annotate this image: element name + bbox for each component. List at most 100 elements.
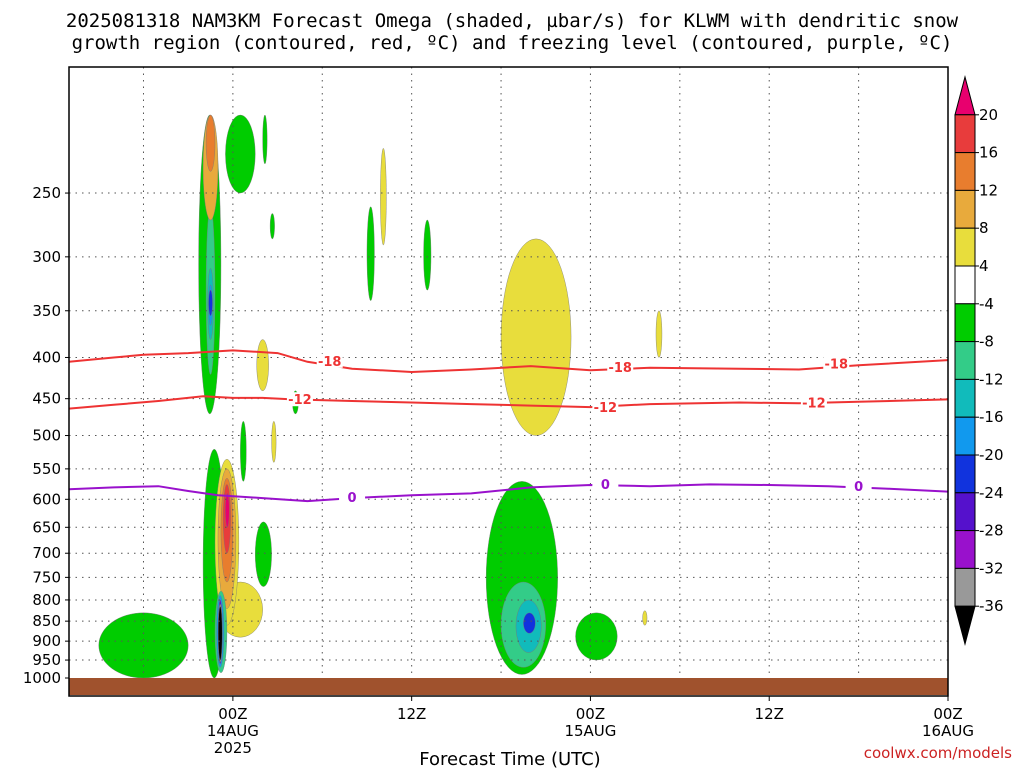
contour-label-bg — [592, 399, 619, 414]
colorbar-swatch — [954, 341, 976, 380]
omega-area — [262, 114, 268, 165]
chart-title-line-1: 2025081318 NAM3KM Forecast Omega (shaded… — [65, 10, 959, 32]
colorbar-swatch — [954, 114, 976, 154]
colorbar-label: 8 — [979, 219, 989, 237]
colorbar-swatch — [954, 378, 976, 418]
ground-surface — [69, 678, 948, 695]
colorbar-label: -36 — [979, 597, 1004, 615]
chart-title-line-2: growth region (contoured, red, ºC) and f… — [71, 32, 953, 54]
colorbar-label: -20 — [979, 446, 1004, 464]
y-tick-label: 500 — [32, 427, 61, 445]
colorbar-label: -8 — [979, 333, 994, 351]
omega-area — [380, 148, 387, 246]
colorbar-label: 16 — [979, 144, 998, 162]
omega-area — [225, 114, 256, 194]
colorbar-swatch — [954, 567, 976, 607]
y-tick-label: 350 — [32, 302, 61, 320]
contour-label: 0 — [854, 480, 863, 495]
omega-area — [225, 493, 230, 528]
omega-area — [255, 521, 272, 587]
contour-label-bg — [592, 477, 619, 492]
contour-label: -12 — [594, 401, 618, 416]
omega-area — [575, 612, 618, 661]
omega-area — [642, 610, 648, 626]
x-tick-label: 2025 — [214, 739, 252, 757]
colorbar-swatch — [954, 492, 976, 532]
colorbar-arrow-top — [954, 75, 976, 116]
x-tick-label: 00Z — [576, 705, 605, 723]
colorbar-swatch — [954, 530, 976, 569]
contour-label-bg — [845, 478, 872, 493]
colorbar-label: -28 — [979, 522, 1004, 540]
y-tick-label: 550 — [32, 460, 61, 478]
y-tick-label: 1000 — [23, 669, 61, 687]
contour-layer: -18 -18 -18 -12 -12 -12 0 0 0 — [69, 349, 948, 506]
omega-area — [208, 289, 213, 316]
x-tick-label: 16AUG — [922, 722, 974, 740]
contour--12 — [69, 395, 948, 410]
colorbar-swatch — [954, 189, 976, 229]
omega-area — [423, 219, 432, 291]
omega-area — [256, 339, 269, 392]
colorbar-label: 12 — [979, 181, 998, 199]
plot-frame — [68, 66, 949, 697]
contour-label-bg — [316, 353, 343, 368]
y-tick-label: 850 — [32, 612, 61, 630]
contour-label-bg — [286, 392, 313, 407]
y-tick-label: 300 — [32, 248, 61, 266]
x-tick-label: 12Z — [397, 705, 426, 723]
y-tick-label: 250 — [32, 184, 61, 202]
contour--18 — [69, 349, 948, 374]
contour-label-bg — [800, 395, 827, 410]
contour-label: -18 — [825, 357, 849, 372]
colorbar-swatch — [954, 303, 976, 343]
colorbar: 20 16 12 8 4 -4 -8 -12 -16 -20 -24 -28 -32 -36 — [954, 75, 1004, 646]
contour-label: 0 — [348, 491, 357, 506]
y-tick-label: 650 — [32, 518, 61, 536]
omega-area — [205, 114, 216, 172]
omega-area — [655, 310, 663, 358]
contour-label: -18 — [608, 361, 632, 376]
y-tick-label: 600 — [32, 490, 61, 508]
colorbar-label: -4 — [979, 295, 994, 313]
omega-area — [269, 213, 275, 240]
colorbar-swatch — [954, 227, 976, 267]
colorbar-swatch — [954, 454, 976, 494]
omega-area — [500, 238, 572, 436]
colorbar-label: 20 — [979, 106, 998, 124]
x-tick-label: 15AUG — [564, 722, 616, 740]
y-tick-label: 750 — [32, 568, 61, 586]
y-tick-label: 700 — [32, 544, 61, 562]
colorbar-swatch — [954, 152, 976, 191]
colorbar-swatch — [954, 265, 976, 305]
y-tick-label: 400 — [32, 348, 61, 366]
y-tick-label: 800 — [32, 591, 61, 609]
colorbar-arrow-bottom — [954, 605, 976, 646]
colorbar-label: -16 — [979, 408, 1004, 426]
x-tick-label: 00Z — [933, 705, 962, 723]
x-tick-label: 00Z — [218, 705, 247, 723]
contour-label: -12 — [802, 396, 826, 411]
x-tick-label: 14AUG — [207, 722, 259, 740]
omega-area — [271, 421, 277, 463]
watermark: coolwx.com/models — [864, 744, 1012, 762]
omega-area — [366, 206, 375, 301]
colorbar-label: 4 — [979, 257, 989, 275]
x-tick-label: 12Z — [755, 705, 784, 723]
contour-label: 0 — [601, 478, 610, 493]
colorbar-label: -24 — [979, 484, 1004, 502]
colorbar-label: -12 — [979, 370, 1004, 388]
contour-label: -12 — [288, 393, 312, 408]
omega-area — [218, 606, 223, 661]
y-tick-label: 950 — [32, 651, 61, 669]
contour-label: -18 — [318, 355, 342, 370]
y-axis: 250 300 350 400 450 500 550 600 650 700 750 800 850 9… — [23, 184, 69, 687]
contour-label-bg — [339, 490, 366, 505]
omega-area — [523, 612, 536, 634]
y-tick-label: 900 — [32, 632, 61, 650]
y-tick-label: 450 — [32, 390, 61, 408]
contour-label-bg — [607, 359, 634, 374]
omega-area — [98, 612, 189, 679]
